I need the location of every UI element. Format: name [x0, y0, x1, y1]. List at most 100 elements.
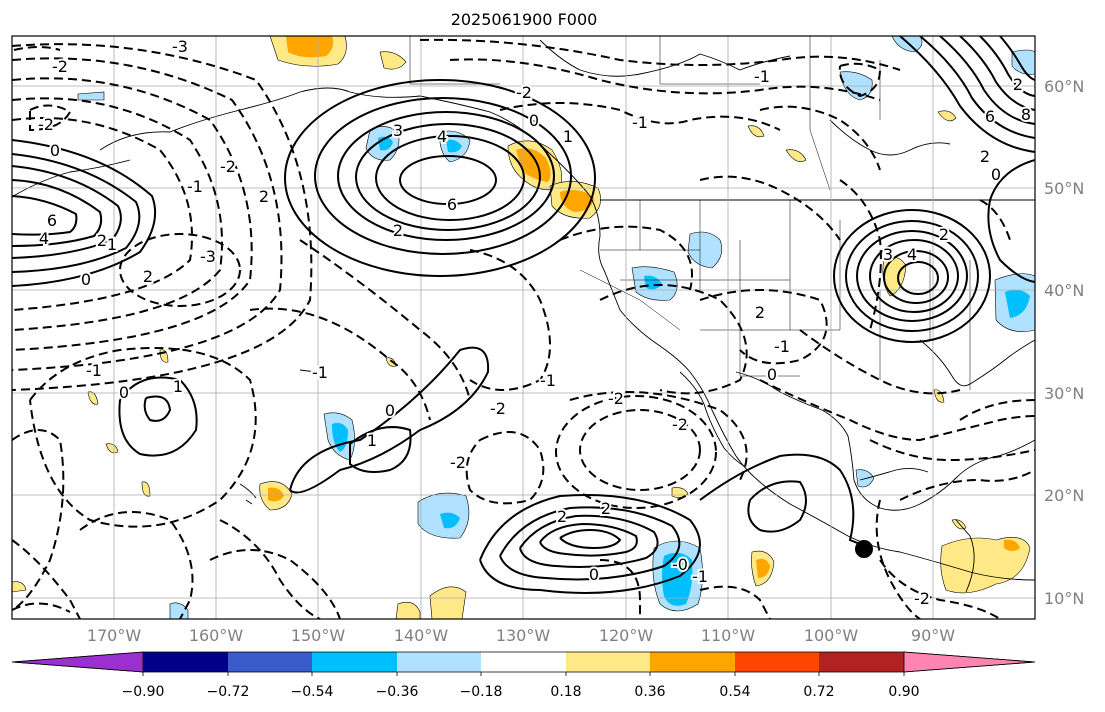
contour-label: 2 — [601, 499, 611, 518]
colorbar-segment — [650, 652, 735, 672]
contour-label: 0 — [589, 565, 599, 584]
colorbar-segment — [312, 652, 397, 672]
contour-label: -2 — [450, 453, 466, 472]
contour-label: 2 — [143, 267, 153, 286]
map-title: 2025061900 F000 — [450, 10, 598, 29]
latitude-label: 40°N — [1044, 281, 1085, 300]
shaded-light-yellow — [141, 481, 151, 497]
shaded-orange — [756, 558, 770, 578]
contour-label: 2 — [1013, 75, 1023, 94]
colorbar-tick-label: −0.90 — [121, 684, 165, 700]
contour-label: 6 — [47, 211, 57, 230]
contour-label: -1 — [632, 113, 648, 132]
colorbar — [11, 651, 1036, 676]
shaded-regions — [12, 36, 1035, 619]
contour-label: 6 — [447, 195, 457, 214]
shaded-light-yellow — [105, 443, 119, 454]
contour-label: -3 — [172, 37, 188, 56]
contour-label: 2 — [393, 221, 403, 240]
latitude-label: 10°N — [1044, 589, 1085, 608]
contour-label: 2 — [980, 147, 990, 166]
colorbar-segment — [566, 652, 650, 672]
map-frame — [11, 35, 1036, 620]
contour-label: -1 — [692, 567, 708, 586]
shaded-light-blue — [687, 231, 723, 269]
contour-label: -1 — [86, 361, 102, 380]
contour-label: 2 — [97, 231, 107, 250]
longitude-label: 150°W — [290, 626, 346, 645]
latitude-label: 20°N — [1044, 486, 1085, 505]
contour-label: 0 — [529, 111, 539, 130]
dashed-contours — [12, 38, 1035, 619]
contour-label: 2 — [755, 303, 765, 322]
contour-label: -2 — [52, 57, 68, 76]
contour-label: -1 — [774, 337, 790, 356]
shaded-light-yellow — [385, 357, 397, 367]
shaded-orange — [560, 190, 594, 212]
colorbar-tick-label: 0.36 — [634, 684, 666, 700]
contour-label: 4 — [39, 229, 49, 248]
shaded-light-yellow — [12, 581, 27, 593]
contour-label: -2 — [220, 157, 236, 176]
contour-label: 1 — [367, 431, 377, 450]
shaded-light-blue — [77, 91, 105, 101]
contour-label: 2 — [259, 187, 269, 206]
shaded-light-yellow — [429, 586, 467, 619]
longitude-label: 140°W — [393, 626, 449, 645]
contour-label: 4 — [907, 245, 917, 264]
contour-label: -2 — [608, 389, 624, 408]
contour-label: -3 — [200, 247, 216, 266]
shaded-light-yellow — [951, 519, 967, 530]
contour-label: 1 — [563, 127, 573, 146]
contour-label: -0 — [672, 555, 688, 574]
colorbar-segment — [819, 652, 904, 672]
solid-contours — [12, 36, 1035, 594]
contour-label: -2 — [38, 115, 54, 134]
contour-label: 0 — [991, 165, 1001, 184]
contour-label: -2 — [516, 83, 532, 102]
location-marker — [855, 540, 873, 558]
colorbar-extend-low — [11, 651, 144, 673]
shaded-blue — [662, 552, 693, 606]
shaded-light-blue — [169, 602, 189, 619]
contour-label: 3 — [393, 121, 403, 140]
latitude-label: 60°N — [1044, 77, 1085, 96]
colorbar-segment — [228, 652, 312, 672]
colorbar-tick-label: 0.90 — [888, 684, 920, 700]
shaded-light-yellow — [87, 391, 99, 405]
latitude-label: 50°N — [1044, 179, 1085, 198]
colorbar-tick-label: 0.72 — [803, 684, 835, 700]
colorbar-tick-label: −0.18 — [459, 684, 503, 700]
colorbar-tick-label: −0.36 — [375, 684, 419, 700]
colorbar-tick-label: −0.54 — [290, 684, 334, 700]
colorbar-tick-label: −0.72 — [206, 684, 250, 700]
longitude-label: 90°W — [910, 626, 956, 645]
longitude-label: 170°W — [86, 626, 142, 645]
contour-label: -1 — [187, 177, 203, 196]
contour-label: 1 — [107, 235, 117, 254]
shaded-light-yellow — [937, 110, 957, 122]
shaded-light-yellow — [395, 601, 421, 619]
contour-label: -1 — [312, 363, 328, 382]
contour-labels: -3 -2 -2 -1 0 1 2 2 3 4 6 6 4 2 0 -2 -3 … — [36, 36, 1033, 610]
contour-label: 0 — [119, 383, 129, 402]
contour-label: 8 — [1021, 105, 1031, 124]
longitude-label: 100°W — [803, 626, 859, 645]
contour-label: -2 — [914, 589, 930, 608]
shaded-orange — [516, 148, 551, 182]
contour-label: 4 — [437, 127, 447, 146]
shaded-blue — [332, 422, 348, 452]
shaded-blue — [440, 512, 460, 529]
contour-label: -2 — [672, 415, 688, 434]
map-plot-area: -3 -2 -2 -1 0 1 2 2 3 4 6 6 4 2 0 -2 -3 … — [12, 36, 1035, 619]
contour-label: -2 — [490, 399, 506, 418]
contour-label: 0 — [385, 401, 395, 420]
longitude-label: 160°W — [188, 626, 244, 645]
colorbar-segment — [735, 652, 819, 672]
contour-label: 2 — [939, 225, 949, 244]
contour-label: -1 — [754, 67, 770, 86]
colorbar-extend-high — [903, 651, 1036, 673]
contour-label: 0 — [767, 365, 777, 384]
shaded-orange — [268, 487, 284, 502]
